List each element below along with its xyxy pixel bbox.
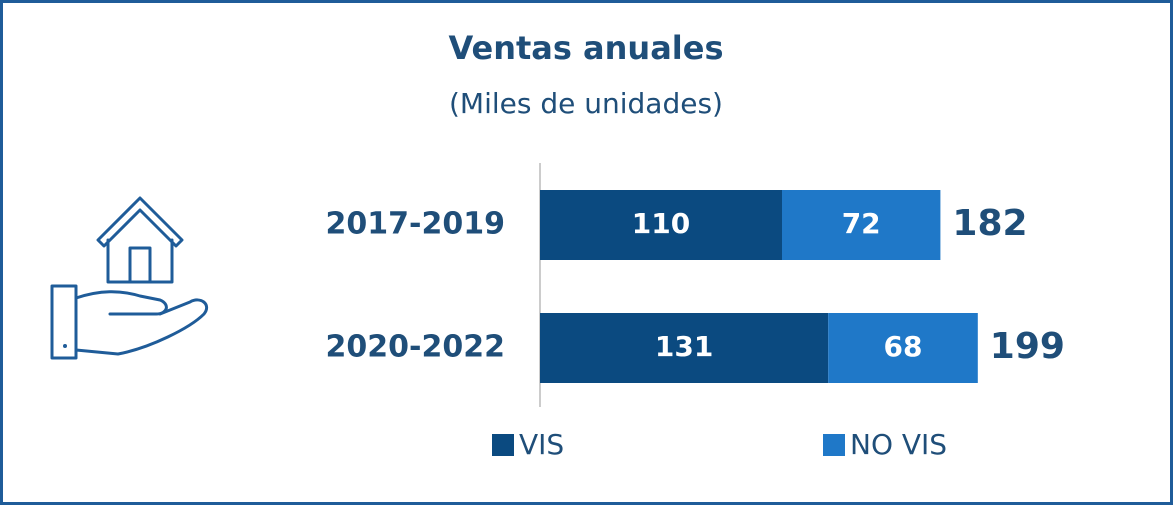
bar-segment	[782, 190, 941, 260]
value-label: 68	[884, 330, 923, 363]
chart-subtitle: (Miles de unidades)	[449, 87, 723, 120]
category-label: 2020-2022	[326, 330, 505, 365]
category-label: 2017-2019	[326, 207, 505, 242]
legend-label: VIS	[519, 428, 564, 461]
bar-segment	[540, 190, 782, 260]
legend-label: NO VIS	[850, 428, 947, 461]
legend-swatch	[492, 434, 514, 456]
icon-dot	[63, 344, 67, 348]
total-label: 182	[952, 203, 1027, 244]
chart-title: Ventas anuales	[448, 29, 723, 67]
house-hand-icon	[50, 196, 209, 360]
value-label: 72	[842, 207, 881, 240]
bar-segment	[540, 313, 829, 383]
value-label: 131	[655, 330, 713, 363]
legend-swatch	[823, 434, 845, 456]
total-label: 199	[990, 326, 1065, 367]
value-label: 110	[632, 207, 690, 240]
bar-segment	[828, 313, 978, 383]
